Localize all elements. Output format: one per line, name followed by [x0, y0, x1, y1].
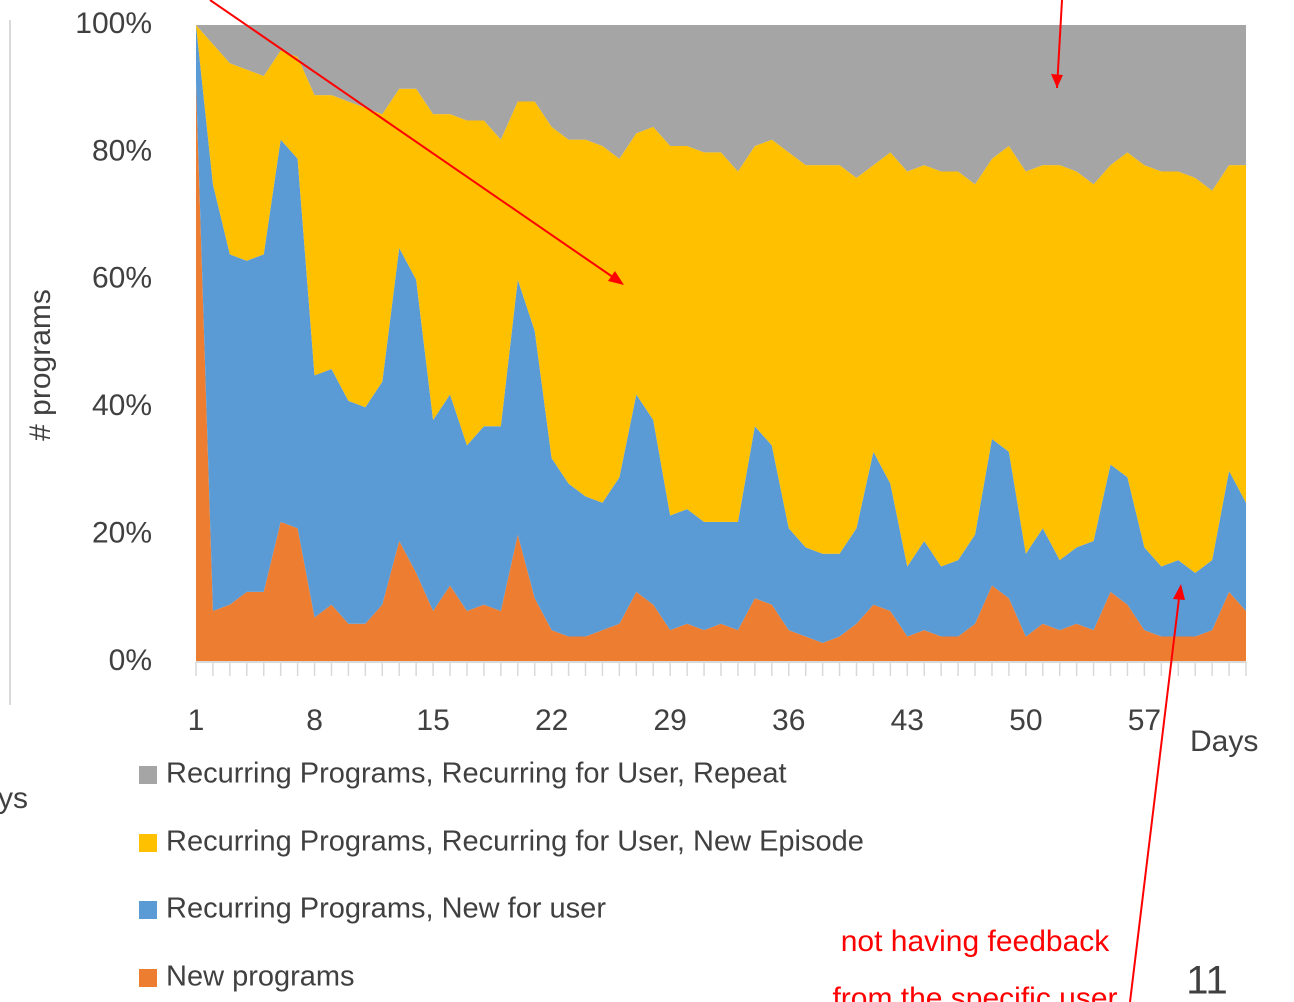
- arrow: [1129, 589, 1181, 1002]
- x-tick-label: 1: [188, 704, 205, 737]
- y-tick-label: 100%: [75, 7, 152, 40]
- slide-number: 11: [1186, 959, 1228, 1002]
- arrowhead: [608, 271, 624, 285]
- legend-swatch: [139, 901, 157, 919]
- fragment-text: ys: [0, 782, 28, 815]
- arrowhead: [1173, 584, 1185, 600]
- arrowhead: [1051, 74, 1063, 88]
- x-tick-label: 29: [654, 704, 687, 737]
- legend-swatch: [139, 834, 157, 852]
- annotation: from the specific user: [832, 982, 1117, 1002]
- y-tick-label: 20%: [92, 517, 152, 550]
- annotation: not having feedback: [841, 925, 1111, 958]
- area: [196, 25, 1246, 191]
- x-tick-label: 43: [891, 704, 924, 737]
- legend-swatch: [139, 766, 157, 784]
- x-tick-label: 15: [416, 704, 449, 737]
- legend-swatch: [139, 969, 157, 987]
- y-tick-label: 60%: [92, 262, 152, 295]
- y-axis-label: # programs: [24, 289, 57, 441]
- arrow: [1056, 0, 1063, 89]
- x-tick-label: 50: [1009, 704, 1042, 737]
- y-tick-label: 40%: [92, 389, 152, 422]
- legend: Recurring Programs, Recurring for User, …: [139, 758, 864, 993]
- x-tick-label: 36: [772, 704, 805, 737]
- y-tick-label: 0%: [109, 644, 152, 677]
- legend-label: New programs: [166, 961, 355, 993]
- legend-label: Recurring Programs, Recurring for User, …: [166, 826, 864, 858]
- area: [196, 25, 1246, 643]
- x-tick-label: 22: [535, 704, 568, 737]
- x-axis-label: Days: [1190, 725, 1258, 758]
- x-tick-label: 57: [1128, 704, 1161, 737]
- plot: 1 8 15 22 29 36 43 50 57 0% 20% 40% 60% 80% 100%: [75, 7, 1247, 737]
- arrow: [209, 0, 621, 283]
- area: [196, 25, 1246, 573]
- y-tick-label: 80%: [92, 134, 152, 167]
- x-tick-label: 8: [306, 704, 323, 737]
- legend-label: Recurring Programs, Recurring for User, …: [166, 758, 787, 790]
- area: [196, 82, 1246, 662]
- legend-label: Recurring Programs, New for user: [166, 893, 606, 925]
